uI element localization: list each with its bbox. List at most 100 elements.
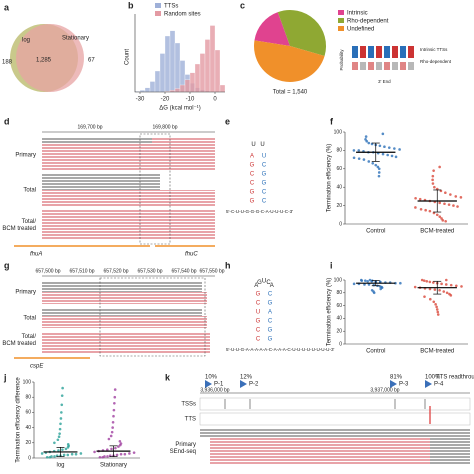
hist-bar xyxy=(169,30,176,93)
dot xyxy=(442,290,446,293)
axis xyxy=(134,14,225,93)
base: C xyxy=(268,292,273,298)
dot xyxy=(110,447,113,451)
coord-label: 3,936,000 bp xyxy=(200,387,229,393)
track-d xyxy=(14,131,215,247)
track-k xyxy=(199,392,471,464)
legend-swatch xyxy=(338,18,344,23)
axis xyxy=(344,132,468,225)
dot xyxy=(399,281,402,285)
dot xyxy=(434,303,437,306)
dot xyxy=(381,152,385,156)
dot xyxy=(431,174,435,178)
legend-swatch xyxy=(338,10,344,15)
dot xyxy=(435,308,439,311)
dot xyxy=(438,288,441,292)
dot xyxy=(438,201,441,205)
dot xyxy=(444,219,447,223)
coord-label: 657,550 bp xyxy=(199,268,224,274)
dot xyxy=(93,450,96,454)
y-tick-label: 0 xyxy=(28,455,31,461)
track-label: BCM treated xyxy=(2,226,36,232)
panel-label: b xyxy=(128,0,134,10)
dot xyxy=(428,209,432,213)
dot xyxy=(60,394,64,397)
promoter-label: P-2 xyxy=(249,382,259,388)
venn-circle xyxy=(16,24,84,92)
dot xyxy=(422,279,426,282)
panel-label: h xyxy=(225,260,231,270)
x-tick-label: BCM-treated xyxy=(420,229,454,235)
base: G xyxy=(250,163,255,169)
dot xyxy=(372,291,376,295)
y-tick-label: 80 xyxy=(25,395,31,401)
legend-label: Undefined xyxy=(347,27,374,33)
promoter-pct: 81% xyxy=(390,375,403,381)
logo-bar xyxy=(360,46,366,58)
x-tick-label: Control xyxy=(366,349,385,355)
dot xyxy=(364,135,368,138)
logo-bar xyxy=(408,62,414,70)
track-label: Total/ xyxy=(22,219,37,225)
dot xyxy=(50,455,53,458)
promoter-arrow xyxy=(240,380,247,388)
dot xyxy=(440,217,443,220)
inset-label: Rho-dependent xyxy=(420,59,452,64)
pie-slice xyxy=(277,9,326,57)
logo-bar xyxy=(376,62,382,70)
base: U xyxy=(262,279,266,285)
promoter-label: P-1 xyxy=(214,382,224,388)
dot xyxy=(431,178,434,182)
dot xyxy=(56,438,60,442)
hist-bar xyxy=(199,53,206,93)
dot xyxy=(106,455,109,458)
dot xyxy=(432,281,435,284)
y-tick-label: 80 xyxy=(336,290,342,296)
dot xyxy=(40,452,44,455)
logo-bar xyxy=(360,62,366,70)
dot xyxy=(115,453,119,457)
base: C xyxy=(268,319,273,325)
x-axis-label: ΔG (kcal mol⁻¹) xyxy=(159,106,201,112)
dot xyxy=(376,165,380,169)
panel-label: g xyxy=(4,260,10,270)
dot xyxy=(449,193,452,196)
coord-label: 169,800 bp xyxy=(152,124,177,130)
dot xyxy=(58,427,62,431)
base: C xyxy=(250,172,255,178)
dot xyxy=(363,283,366,286)
dot xyxy=(59,422,62,426)
dot xyxy=(357,157,361,160)
dot xyxy=(60,403,64,407)
hist-bar xyxy=(204,39,211,93)
dot xyxy=(393,147,396,150)
dot xyxy=(449,294,453,297)
dot xyxy=(445,291,449,295)
venn-label: log xyxy=(22,38,30,44)
dot xyxy=(374,163,378,167)
base: G xyxy=(268,328,273,334)
track-label: Total/ xyxy=(22,334,37,340)
y-axis-label: Count xyxy=(125,49,131,65)
coord-label: 657,500 bp xyxy=(35,268,60,274)
logo-bar xyxy=(352,62,358,70)
dot xyxy=(438,215,442,218)
dot xyxy=(117,445,120,448)
dot xyxy=(123,452,127,456)
y-tick-label: 80 xyxy=(336,148,342,154)
logo-bar xyxy=(352,46,358,58)
promoter-label: P-3 xyxy=(399,382,409,388)
y-axis-label: Termination efficiency (%) xyxy=(327,278,333,347)
logo-bar xyxy=(368,46,374,58)
hist-bar xyxy=(154,70,161,93)
dot xyxy=(66,453,70,457)
y-axis-label: Termination efficiency (%) xyxy=(327,144,333,213)
promoter-arrow xyxy=(390,380,397,388)
dot xyxy=(444,283,448,286)
promoter-pct: 12% xyxy=(240,375,253,381)
y-tick-label: 60 xyxy=(336,166,342,172)
dot xyxy=(61,386,64,390)
dot xyxy=(74,452,78,456)
hist-bar xyxy=(174,42,181,93)
